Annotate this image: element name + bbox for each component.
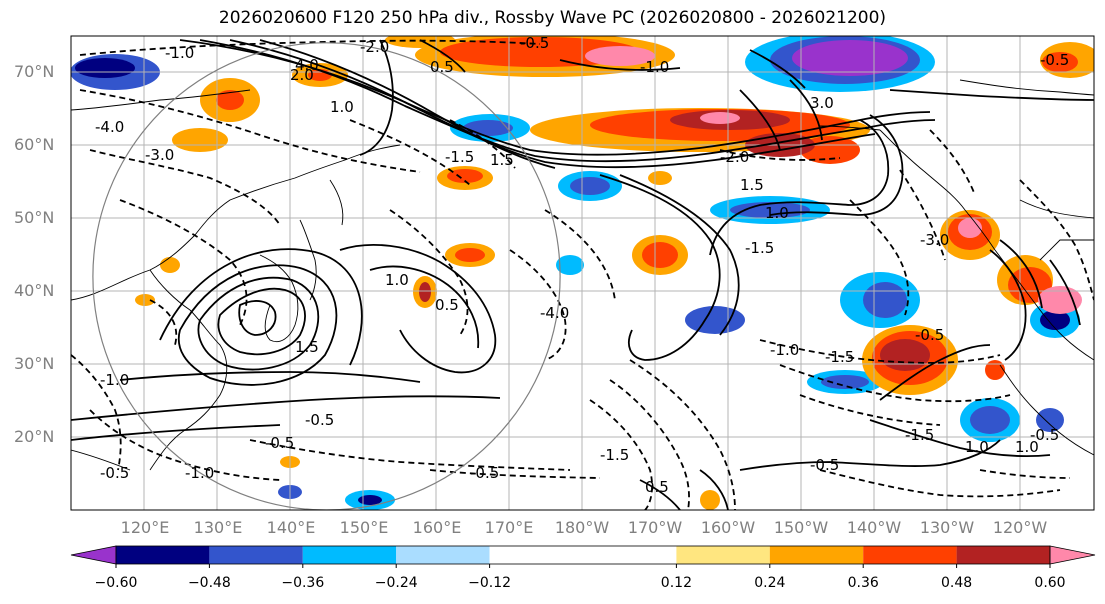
lon-label: 180°W [554, 518, 610, 537]
coastline-layer [71, 79, 1094, 471]
colorbar-tick-label: −0.60 [94, 575, 138, 591]
contour-layer [71, 39, 1094, 510]
contour-label: -0.5 [810, 456, 839, 474]
lon-label: 140°E [266, 518, 316, 537]
contour-label: -0.5 [520, 34, 549, 52]
contour-label: 1.0 [765, 204, 789, 222]
colorbar-extend-max [1049, 545, 1096, 565]
colorbar-segment [116, 546, 210, 564]
contour-label: -3.0 [145, 146, 174, 164]
contour-label: -0.5 [470, 464, 499, 482]
colorbar-tick-label: −0.12 [468, 575, 512, 591]
colorbar-segment [209, 546, 303, 564]
lon-label: 120°E [120, 518, 170, 537]
lat-label: 20°N [14, 427, 55, 446]
lon-label: 120°W [992, 518, 1048, 537]
lat-label: 50°N [14, 208, 55, 227]
colorbar-tick-label: −0.24 [374, 575, 418, 591]
colorbar-tick-label: 0.60 [1034, 575, 1066, 591]
contour-label: 1.0 [1015, 438, 1039, 456]
lon-label: 150°E [339, 518, 389, 537]
colorbar-tick-label: −0.36 [281, 575, 325, 591]
contour-label: 0.5 [435, 296, 459, 314]
contour-label: 1.5 [490, 151, 514, 169]
contour-label: 1.0 [385, 271, 409, 289]
contour-label: -0.5 [305, 411, 334, 429]
colorbar-tick-label: 0.48 [941, 575, 973, 591]
contour-label: -1.0 [100, 371, 129, 389]
lat-label: 40°N [14, 281, 55, 300]
contour-label: -2.0 [720, 148, 749, 166]
colorbar-tick-label: 0.36 [847, 575, 879, 591]
lon-label: 160°E [412, 518, 462, 537]
contour-label: -0.5 [1040, 51, 1069, 69]
contour-label: 1.5 [740, 176, 764, 194]
contour-label: -1.5 [600, 446, 629, 464]
colorbar-segment [676, 546, 770, 564]
contour-label: -4.0 [540, 304, 569, 322]
contour-label: 0.5 [645, 478, 669, 496]
contour-label: -1.5 [825, 348, 854, 366]
colorbar-frame [115, 545, 1051, 565]
divergence-fill-layer [71, 36, 1094, 510]
contour-label: 1.0 [330, 98, 354, 116]
lon-label: 130°E [193, 518, 243, 537]
colorbar-tick-label: −0.48 [187, 575, 231, 591]
contour-label: -0.5 [100, 464, 129, 482]
contour-label: 1.0 [965, 438, 989, 456]
lat-label: 60°N [14, 135, 55, 154]
contour-label: -1.0 [185, 464, 214, 482]
contour-label: -1.5 [905, 426, 934, 444]
contour-label: 3.0 [810, 94, 834, 112]
contour-label: -1.5 [445, 148, 474, 166]
colorbar-tick-label: 0.12 [660, 575, 692, 591]
contour-label: -4.0 [95, 118, 124, 136]
contour-label: -1.0 [770, 341, 799, 359]
contour-label: 1.5 [295, 338, 319, 356]
contour-label: -0.5 [1030, 426, 1059, 444]
contour-label: -1.0 [640, 58, 669, 76]
colorbar-segment [489, 546, 677, 564]
colorbar-extend-min [70, 545, 117, 565]
colorbar-segment [302, 546, 397, 564]
lon-label: 130°W [919, 518, 975, 537]
contour-label: -3.0 [920, 231, 949, 249]
lon-label: 160°W [700, 518, 756, 537]
colorbar-segment [956, 546, 1050, 564]
contour-label: 4.0 [295, 56, 319, 74]
lat-label: 70°N [14, 62, 55, 81]
lon-label: 170°E [484, 518, 534, 537]
contour-label: -0.5 [265, 434, 294, 452]
lon-label: 140°W [846, 518, 902, 537]
map-frame [70, 35, 1095, 511]
contour-label: -0.5 [915, 326, 944, 344]
lat-label: 30°N [14, 354, 55, 373]
contour-label: 0.5 [430, 58, 454, 76]
contour-label: 2.0 [290, 66, 314, 84]
reference-circle [92, 42, 561, 510]
map-title: 2026020600 F120 250 hPa div., Rossby Wav… [218, 8, 887, 28]
colorbar-tick-label: 0.24 [754, 575, 786, 591]
contour-label: -1.0 [165, 44, 194, 62]
colorbar [70, 545, 1096, 568]
contour-label: -2.0 [360, 38, 389, 56]
colorbar-segment [396, 546, 490, 564]
lon-label: 150°W [773, 518, 829, 537]
lon-label: 170°W [627, 518, 683, 537]
contour-label: -1.5 [745, 239, 774, 257]
colorbar-segment [769, 546, 864, 564]
contour-label-layer: -1.0 -0.5 -2.0 -4.0 -3.0 -1.5 0.5 1.0 1.… [95, 34, 1069, 496]
colorbar-segment [863, 546, 957, 564]
